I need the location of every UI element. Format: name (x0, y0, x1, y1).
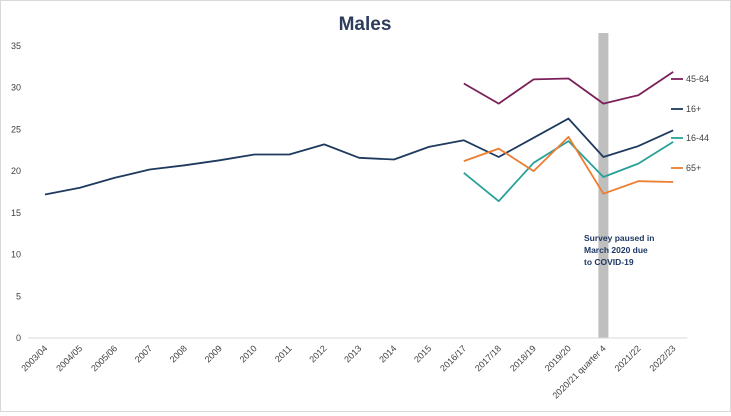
y-tick-label: 30 (11, 83, 21, 93)
series-line-16-44 (463, 140, 674, 203)
y-tick-label: 35 (11, 41, 21, 51)
pause-band (598, 33, 609, 338)
x-tick-label: 2003/04 (19, 343, 49, 373)
x-tick-label: 2022/23 (648, 343, 678, 373)
x-tick-label: 2013 (342, 343, 363, 364)
x-tick-label: 2010 (238, 343, 259, 364)
x-tick-label: 2021/22 (613, 343, 643, 373)
series-line-65+ (463, 135, 674, 195)
series-line-45-64 (463, 71, 674, 105)
pause-annotation: Survey paused in March 2020 due to COVID-1… (584, 233, 654, 267)
y-tick-label: 15 (11, 208, 21, 218)
x-tick-label: 2011 (273, 343, 294, 364)
x-tick-label: 2005/06 (89, 343, 119, 373)
y-tick-label: 20 (11, 166, 21, 176)
y-tick-label: 5 (16, 291, 21, 301)
x-tick-label: 2009 (203, 343, 224, 364)
x-tick-label: 2014 (377, 343, 398, 364)
x-tick-label: 2019/20 (543, 343, 573, 373)
annotation-line: Survey paused in (584, 233, 654, 243)
x-tick-label: 2012 (307, 343, 328, 364)
y-tick-label: 25 (11, 124, 21, 134)
series-lines (44, 71, 674, 203)
legend-label-16-44: 16-44 (686, 133, 709, 143)
annotation-line: March 2020 due (584, 245, 648, 255)
chart-title: Males (339, 14, 392, 35)
y-tick-label: 0 (16, 333, 21, 343)
x-tick-label: 2018/19 (508, 343, 538, 373)
x-axis: 2003/04 2004/05 2005/06 2007 2008 2009 2010 201… (19, 337, 688, 401)
y-axis: 0 5 10 15 20 25 30 35 (11, 41, 21, 343)
annotation-line: to COVID-19 (584, 257, 634, 267)
legend-label-45-64: 45-64 (686, 74, 709, 84)
x-tick-label: 2008 (168, 343, 189, 364)
y-tick-label: 10 (11, 250, 21, 260)
series-line-16+ (44, 117, 674, 196)
legend-label-16+: 16+ (686, 104, 701, 114)
x-tick-label: 2017/18 (473, 343, 503, 373)
survey-pause-marker (598, 33, 609, 338)
x-tick-label: 2016/17 (438, 343, 468, 373)
x-tick-label: 2015 (412, 343, 433, 364)
legend: 45-64 16+ 16-44 65+ (671, 74, 709, 173)
x-tick-label: 2007 (133, 343, 154, 364)
legend-label-65+: 65+ (686, 163, 701, 173)
x-tick-label: 2004/05 (54, 343, 84, 373)
